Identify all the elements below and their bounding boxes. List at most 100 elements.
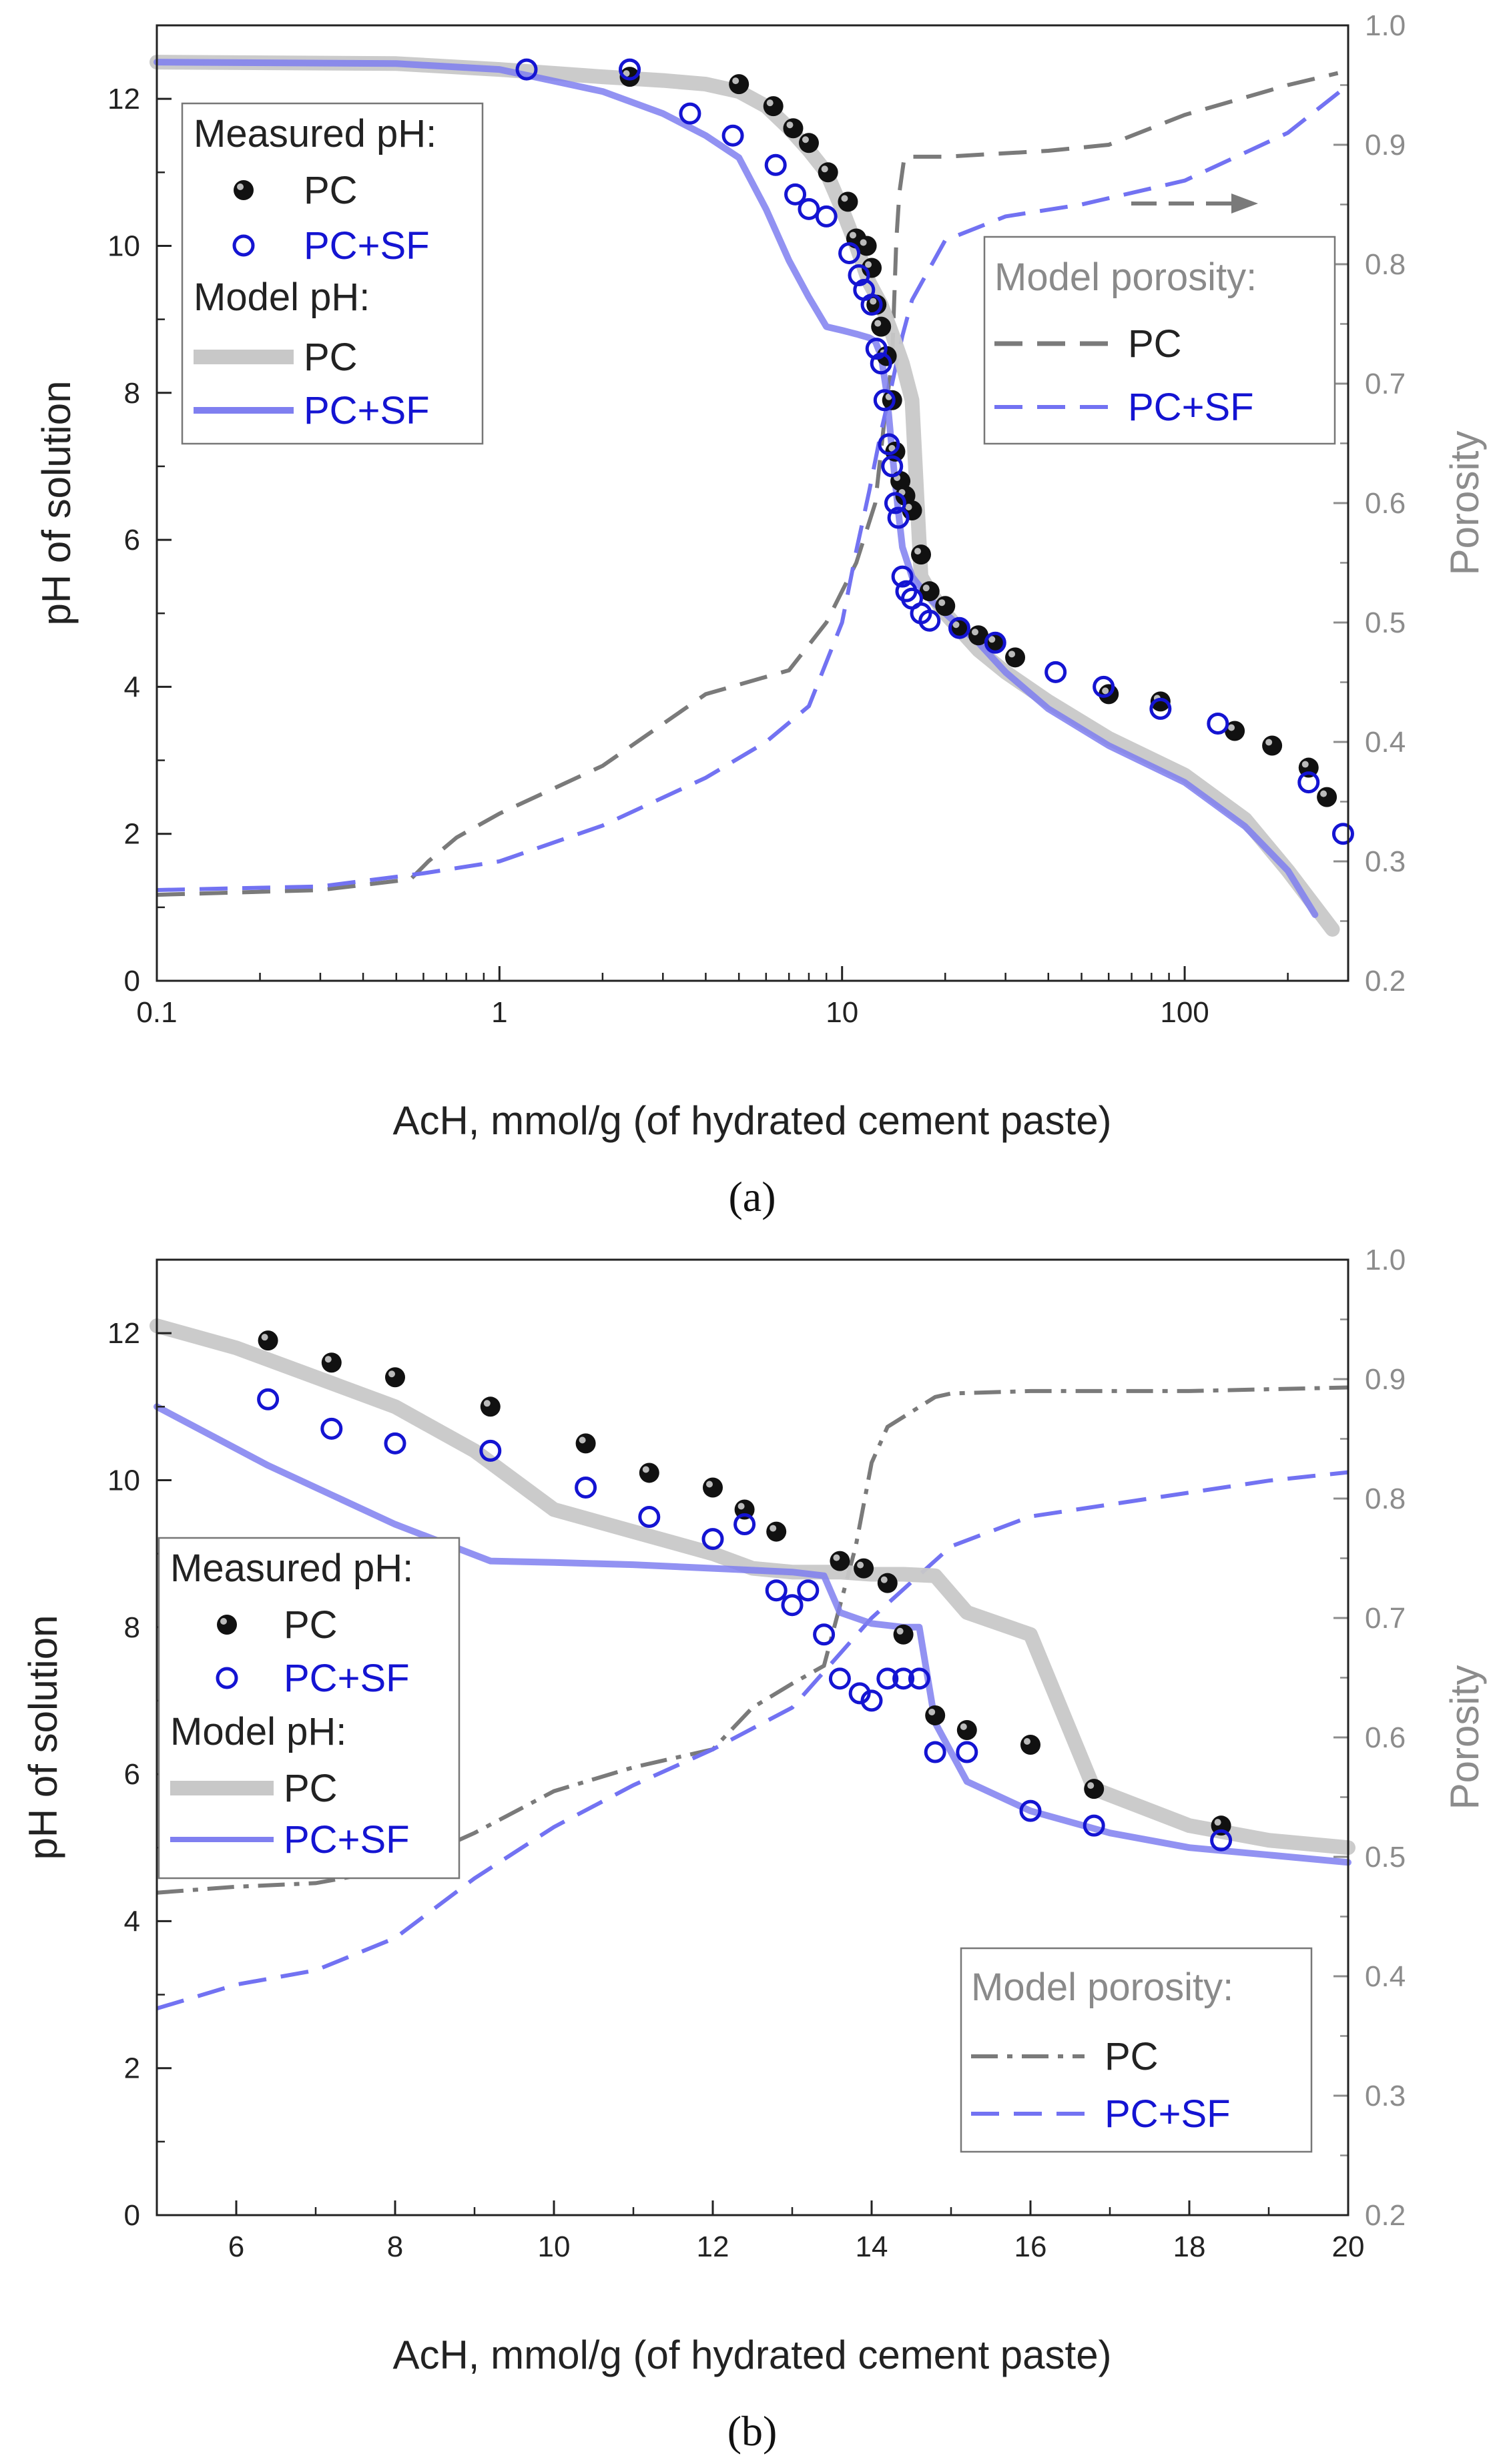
panel-a-y-tick-label: 8 <box>124 377 140 410</box>
panel-a-legend-pcsf-porosity-label: PC+SF <box>1128 386 1254 429</box>
panel-a-pc-measured-point <box>871 316 892 337</box>
panel-b-y2-tick-label: 0.5 <box>1365 1841 1406 1874</box>
panel-a-pc-measured-point-highlight <box>849 232 856 239</box>
panel-a-y2-tick-label: 0.5 <box>1365 606 1406 639</box>
panel-b-pc-measured-point-highlight <box>261 1334 268 1341</box>
panel-a-pcsf-measured-point <box>1207 712 1229 735</box>
panel-a-pcsf-measured-point <box>679 102 701 125</box>
panel-b-pcsf-measured-point <box>828 1667 851 1690</box>
panel-b-legend-pc-model-label: PC <box>284 1767 338 1810</box>
panel-a-pc-measured-point <box>1005 647 1026 668</box>
panel-a-y-tick-label: 4 <box>124 671 140 703</box>
panel-a-pc-measured-point-highlight <box>888 444 896 452</box>
panel-a-pc-measured-point-highlight <box>1228 724 1235 731</box>
panel-a-pc-measured-point-highlight <box>821 165 828 173</box>
panel-b-pc-measured-point-highlight <box>880 1576 888 1583</box>
panel-b-pc-measured-point-highlight <box>737 1503 745 1510</box>
panel-b-pc-measured-point <box>766 1521 787 1542</box>
panel-b-legend-pcsf-measured-label: PC+SF <box>284 1657 410 1700</box>
panel-a-pc-measured-point-highlight <box>905 504 912 511</box>
panel-a-x-axis-title: AcH, mmol/g (of hydrated cement paste) <box>392 1098 1111 1143</box>
panel-a-series-pcsf-model-porosity-line <box>156 83 1349 892</box>
panel-b-pcsf-measured-point <box>924 1741 946 1763</box>
panel-a-porosity-legend: Model porosity: PC PC+SF <box>983 236 1336 445</box>
panel-b-pc-measured-point <box>1020 1735 1040 1755</box>
panel-b-legend-pc-measured-marker <box>217 1615 237 1635</box>
panel-b-pcsf-measured-point <box>638 1506 661 1529</box>
panel-b-pcsf-measured-point <box>956 1741 978 1763</box>
panel-a-pcsf-measured-point <box>721 124 744 147</box>
panel-a-legend-pc-measured-marker <box>234 180 254 200</box>
panel-a-legend-measured-title: Measured pH: <box>194 112 436 155</box>
panel-b-pc-measured-point <box>925 1705 946 1725</box>
panel-b-ticks: 6 8 10 12 14 16 18 20 0 2 4 6 8 10 12 0.2 0.3 0.4 0.5 0.6 0.… <box>107 1244 1406 2263</box>
panel-a-legend-pcsf-model-label: PC+SF <box>304 389 430 432</box>
panel-a-y-tick-label: 6 <box>124 524 140 556</box>
panel-b-x-tick-label: 14 <box>856 2230 888 2263</box>
panel-a-pc-measured-point-highlight <box>766 99 774 107</box>
panel-a-pc-measured-point-highlight <box>1102 687 1109 695</box>
panel-a-pc-measured-point-highlight <box>860 239 867 246</box>
panel-b: 6 8 10 12 14 16 18 20 0 2 4 6 8 10 12 0.2 0.3 0.4 0.5 0.6 0.… <box>21 1244 1487 2455</box>
panel-a-x-tick-label: 100 <box>1160 996 1209 1029</box>
panel-a-y-axis-title: pH of solution <box>34 381 79 626</box>
panel-b-y-tick-label: 6 <box>124 1758 140 1791</box>
panel-a-legend-pc-measured-marker-highlight <box>237 183 244 190</box>
panel-b-pcsf-measured-point <box>797 1579 820 1602</box>
panel-b-legend-measured-title: Measured pH: <box>170 1547 413 1590</box>
panel-a-legend-pcsf-measured-label: PC+SF <box>304 224 430 268</box>
panel-a-y2-tick-label: 0.7 <box>1365 368 1406 400</box>
panel-a-pc-measured-point-highlight <box>732 77 739 85</box>
panel-a-pc-measured-point-highlight <box>1320 790 1327 797</box>
panel-a-pcsf-measured-point <box>878 433 900 456</box>
panel-b-pc-measured-point-highlight <box>706 1481 713 1488</box>
panel-a-y2-tick-label: 0.8 <box>1365 248 1406 281</box>
panel-a-pcsf-measured-point <box>1149 697 1172 720</box>
panel-b-pcsf-measured-point <box>1210 1829 1233 1852</box>
panel-a-legend-model-title: Model pH: <box>194 276 370 319</box>
panel-a-pc-measured-point <box>783 118 804 139</box>
panel-a-pc-measured-point-highlight <box>874 320 882 327</box>
panel-a-y-tick-label: 10 <box>107 230 140 262</box>
panel-b-pcsf-measured-point <box>781 1594 804 1617</box>
panel-b-x-tick-label: 18 <box>1173 2230 1206 2263</box>
panel-a-pc-measured-point <box>935 596 956 617</box>
panel-b-legend-pc-measured-marker-highlight <box>220 1618 227 1625</box>
panel-a-pc-measured-point-highlight <box>922 584 930 592</box>
panel-a-pcsf-measured-point <box>784 183 807 206</box>
panel-a-pcsf-measured-point <box>865 338 888 360</box>
panel-b-y-tick-label: 10 <box>107 1464 140 1497</box>
panel-a-pcsf-measured-point <box>1331 823 1354 845</box>
panel-a-pcsf-measured-point <box>870 352 892 375</box>
panel-a-pcsf-measured-point <box>815 205 838 228</box>
panel-b-ph-legend-box <box>158 1537 461 1880</box>
panel-b-pcsf-measured-point <box>479 1439 502 1462</box>
panel-a-pcsf-measured-point <box>515 58 538 81</box>
panel-a-pc-measured-point-highlight <box>865 261 872 268</box>
panel-a-pc-measured-point-highlight <box>914 548 922 555</box>
panel-b-y2-axis-title: Porosity <box>1442 1665 1487 1810</box>
panel-a-pcsf-measured-point <box>984 631 1006 654</box>
panel-a-pc-measured-point-highlight <box>623 70 630 77</box>
panel-a-pc-measured-point <box>838 191 858 212</box>
panel-a-legend-pc-model-label: PC <box>304 336 358 379</box>
panel-a-y-tick-label: 2 <box>124 818 140 851</box>
panel-a-pc-measured-point-highlight <box>870 298 877 305</box>
panel-b-pc-measured-point-highlight <box>896 1627 904 1635</box>
panel-a-pc-measured-point <box>798 133 819 153</box>
panel-b-pc-measured-point-highlight <box>1087 1782 1095 1789</box>
panel-a-y2-axis-title: Porosity <box>1442 431 1487 576</box>
panel-b-series-pc-model-ph-line <box>149 1318 1355 1856</box>
panel-a-pcsf-measured-point <box>887 506 910 529</box>
panel-b-pc-measured-point-highlight <box>642 1466 649 1473</box>
panel-a-pcsf-measured-point <box>860 294 883 316</box>
panel-b-pc-measured-point <box>480 1396 501 1417</box>
panel-b-pcsf-measured-point <box>575 1476 597 1499</box>
panel-a-pc-measured-point-highlight <box>988 636 996 643</box>
panel-a-pc-measured-point-highlight <box>786 121 794 129</box>
panel-b-plot-frame <box>156 1258 1349 2216</box>
panel-b-x-tick-label: 10 <box>538 2230 571 2263</box>
panel-b-y-tick-label: 4 <box>124 1905 140 1938</box>
panel-b-pc-measured-point <box>956 1719 977 1740</box>
panel-b-y2-tick-label: 0.6 <box>1365 1721 1406 1754</box>
